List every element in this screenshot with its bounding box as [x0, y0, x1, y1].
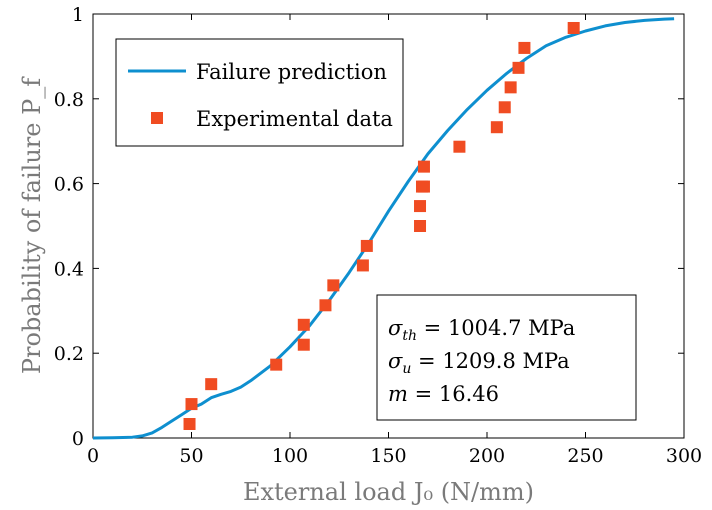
legend-marker-swatch	[151, 112, 163, 124]
annotation-subscript: th	[402, 328, 417, 344]
y-tick-label: 0	[72, 428, 84, 450]
annotation-variable: σ	[388, 349, 403, 373]
data-point	[567, 21, 580, 34]
annotation-variable: m	[388, 382, 408, 406]
data-point	[504, 81, 517, 94]
annotation-value: = 1209.8 MPa	[411, 349, 569, 373]
y-tick-label: 0.2	[54, 343, 84, 365]
data-point	[185, 398, 198, 411]
y-tick-label: 0.8	[54, 89, 84, 111]
data-point	[414, 200, 427, 213]
data-point	[414, 220, 427, 232]
data-point	[319, 299, 332, 312]
legend-label-experimental: Experimental data	[196, 107, 393, 131]
x-tick-label: 300	[666, 445, 702, 467]
annotation-line: m = 16.46	[388, 382, 499, 406]
y-tick-label: 0.4	[54, 258, 84, 280]
data-point	[453, 140, 466, 153]
annotation-line: σth = 1004.7 MPa	[388, 316, 575, 344]
x-tick-label: 250	[567, 445, 603, 467]
y-tick-label: 0.6	[54, 174, 84, 196]
data-point	[356, 259, 369, 272]
data-point	[518, 41, 531, 54]
legend-box	[115, 38, 404, 147]
annotation-line: σu = 1209.8 MPa	[388, 349, 570, 377]
data-point	[417, 160, 430, 173]
data-point	[512, 61, 525, 74]
data-point	[270, 358, 283, 371]
x-tick-label: 0	[87, 445, 99, 467]
y-axis-label: Probability of failure P_f	[18, 76, 46, 374]
data-point	[327, 279, 340, 292]
annotation-value: = 16.46	[408, 382, 499, 406]
annotation-variable: σ	[388, 316, 403, 340]
y-tick-label: 1	[72, 4, 84, 26]
x-tick-label: 200	[469, 445, 505, 467]
x-tick-label: 50	[179, 445, 203, 467]
x-tick-label: 100	[272, 445, 308, 467]
data-point	[205, 378, 218, 391]
data-point	[360, 239, 373, 252]
annotation-box	[376, 294, 637, 421]
data-point	[297, 338, 310, 351]
annotation-value: = 1004.7 MPa	[417, 316, 575, 340]
data-point	[498, 101, 511, 114]
data-point	[183, 418, 196, 431]
x-tick-label: 150	[370, 445, 406, 467]
data-point	[417, 180, 430, 193]
legend-label-prediction: Failure prediction	[196, 60, 387, 84]
annotation-subscript: u	[402, 361, 411, 377]
data-point	[490, 121, 503, 134]
data-point	[297, 318, 310, 331]
x-axis-label: External load J₀ (N/mm)	[243, 478, 534, 506]
